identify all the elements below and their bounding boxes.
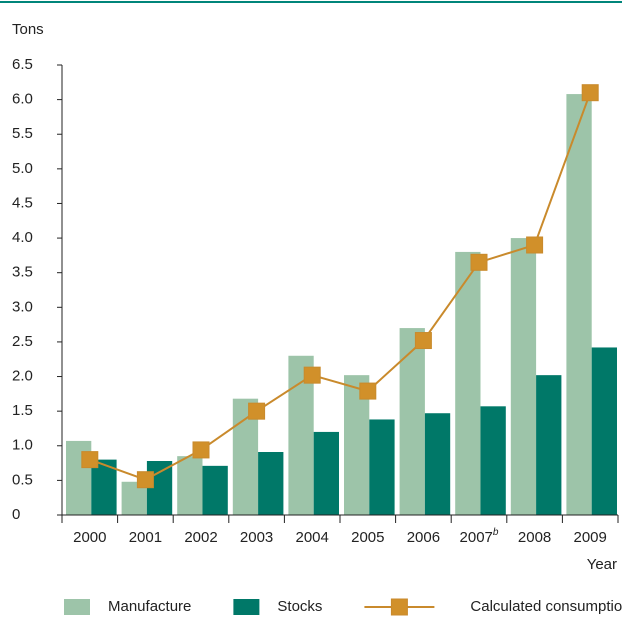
marker: [526, 236, 544, 254]
x-tick-text: 2004: [296, 529, 329, 546]
x-tick-label: 2005: [351, 529, 384, 546]
x-tick-label: 2009: [574, 529, 607, 546]
bar: [177, 456, 203, 515]
x-tick-text: 2005: [351, 529, 384, 546]
y-tick-label: 6.0: [12, 91, 33, 108]
marker: [192, 441, 210, 459]
bar: [480, 406, 506, 515]
x-tick-text: 2002: [184, 529, 217, 546]
marker: [414, 332, 432, 350]
marker: [581, 84, 599, 102]
bar: [424, 413, 451, 515]
marker: [303, 366, 321, 384]
legend-swatch: [64, 599, 90, 615]
bar: [202, 465, 228, 515]
x-tick-text: 2001: [129, 529, 162, 546]
y-tick-label: 2.0: [12, 368, 33, 385]
y-tick-label: 0: [12, 506, 20, 523]
y-tick-label: 5.5: [12, 125, 33, 142]
legend-swatch: [233, 599, 260, 615]
y-axis-label: Tons: [12, 21, 44, 38]
y-tick-label: 2.5: [12, 333, 33, 350]
bar: [536, 375, 562, 515]
legend-label: Manufacture: [108, 598, 191, 615]
y-tick-label: 3.5: [12, 264, 33, 281]
legend-label: Stocks: [277, 598, 322, 615]
y-tick-label: 1.5: [12, 402, 33, 419]
x-tick-text: 2007: [460, 529, 493, 546]
bar: [566, 94, 592, 516]
y-tick-label: 6.5: [12, 56, 33, 73]
x-tick-label: 2006: [407, 529, 440, 546]
marker: [81, 451, 99, 469]
bar: [369, 419, 395, 515]
y-tick-label: 5.0: [12, 160, 33, 177]
bar: [399, 328, 425, 515]
x-tick-label: 2002: [184, 529, 217, 546]
x-tick-text: 2009: [574, 529, 607, 546]
marker: [359, 382, 377, 400]
footnote-mark: b: [493, 527, 499, 538]
bar: [91, 459, 117, 515]
marker: [136, 471, 154, 489]
marker: [248, 402, 266, 420]
bar: [510, 238, 537, 516]
y-tick-label: 1.0: [12, 437, 33, 454]
x-tick-text: 2000: [73, 529, 106, 546]
bar: [258, 452, 284, 515]
legend-marker: [390, 598, 408, 616]
y-tick-label: 4.0: [12, 229, 33, 246]
bar: [455, 251, 481, 515]
x-tick-label: 2008: [518, 529, 551, 546]
x-tick-label: 2001: [129, 529, 162, 546]
x-tick-text: 2006: [407, 529, 440, 546]
legend-label: Calculated consumption: [470, 598, 622, 615]
bar: [591, 347, 617, 515]
x-axis-label: Year: [587, 556, 617, 573]
y-tick-label: 3.0: [12, 298, 33, 315]
y-tick-label: 4.5: [12, 194, 33, 211]
x-tick-text: 2003: [240, 529, 273, 546]
y-tick-label: 0.5: [12, 471, 33, 488]
marker: [470, 253, 488, 271]
x-tick-text: 2008: [518, 529, 551, 546]
x-tick-label: 2007b: [460, 527, 499, 546]
x-tick-label: 2004: [296, 529, 329, 546]
bar: [313, 431, 339, 515]
x-tick-label: 2000: [73, 529, 106, 546]
x-tick-label: 2003: [240, 529, 273, 546]
line: [89, 92, 592, 481]
